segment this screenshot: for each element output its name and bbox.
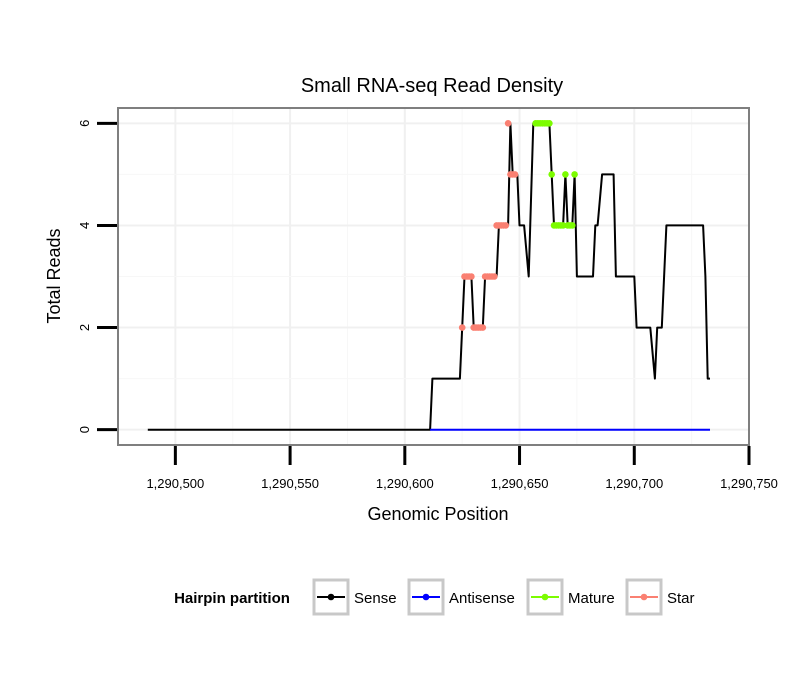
chart-title: Small RNA-seq Read Density (301, 75, 563, 97)
y-tick-label: 6 (77, 120, 92, 127)
point-mature (571, 171, 578, 178)
x-axis-label: Genomic Position (367, 504, 508, 524)
legend-marker-mature (541, 593, 549, 601)
point-star (511, 171, 519, 178)
x-tick-label: 1,290,650 (491, 476, 549, 491)
x-tick-label: 1,290,750 (720, 476, 778, 491)
x-tick-label: 1,290,700 (605, 476, 663, 491)
x-tick-label: 1,290,550 (261, 476, 319, 491)
legend-marker-star (640, 593, 648, 601)
point-star (479, 324, 487, 331)
legend: Hairpin partition Sense Antisense Mature St… (174, 578, 695, 616)
point-mature (546, 120, 553, 127)
legend-label-antisense: Antisense (449, 590, 515, 607)
y-axis-label: Total Reads (44, 228, 64, 323)
legend-label-sense: Sense (354, 590, 397, 607)
point-star (502, 222, 510, 229)
legend-label-star: Star (667, 590, 695, 607)
legend-title: Hairpin partition (174, 590, 290, 607)
y-tick-label: 0 (77, 426, 92, 433)
legend-marker-sense (327, 593, 335, 601)
point-mature (562, 171, 569, 178)
x-tick-label: 1,290,500 (146, 476, 204, 491)
y-axis: 0 2 4 6 (77, 120, 117, 433)
x-axis: 1,290,500 1,290,550 1,290,600 1,290,650 1,29… (146, 446, 778, 491)
y-tick-label: 2 (77, 324, 92, 331)
point-mature (548, 171, 555, 178)
point-star (468, 273, 475, 280)
series-points (458, 120, 578, 331)
point-mature (569, 222, 576, 229)
x-tick-label: 1,290,600 (376, 476, 434, 491)
point-star (458, 324, 466, 331)
y-tick-label: 4 (77, 222, 92, 229)
legend-label-mature: Mature (568, 590, 615, 607)
point-star (504, 120, 512, 127)
point-mature (559, 222, 567, 229)
legend-marker-antisense (422, 593, 430, 601)
point-star (491, 273, 498, 280)
